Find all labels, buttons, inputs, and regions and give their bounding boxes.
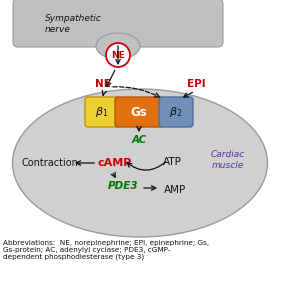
FancyBboxPatch shape	[159, 97, 193, 127]
Text: cAMP: cAMP	[98, 158, 132, 168]
Text: EPI: EPI	[187, 79, 205, 89]
Text: AMP: AMP	[164, 185, 186, 195]
Text: PDE3: PDE3	[108, 181, 138, 191]
FancyBboxPatch shape	[13, 0, 223, 47]
Text: $\beta_2$: $\beta_2$	[169, 105, 183, 119]
Text: ATP: ATP	[163, 157, 182, 167]
Ellipse shape	[96, 33, 140, 59]
Text: $\beta_1$: $\beta_1$	[95, 105, 109, 119]
Text: NE: NE	[111, 51, 125, 60]
Text: AC: AC	[131, 135, 147, 145]
Text: Abbreviations:  NE, norepinephrine; EPI, epinephrine; Gs,
Gs-protein; AC, adenyl: Abbreviations: NE, norepinephrine; EPI, …	[3, 240, 209, 260]
Ellipse shape	[13, 89, 268, 237]
Text: Cardiac
muscle: Cardiac muscle	[211, 150, 245, 170]
Text: NE: NE	[95, 79, 111, 89]
Text: Sympathetic
nerve: Sympathetic nerve	[45, 14, 102, 34]
FancyBboxPatch shape	[85, 97, 119, 127]
Circle shape	[106, 43, 130, 67]
FancyBboxPatch shape	[115, 97, 163, 127]
Text: Gs: Gs	[130, 105, 147, 118]
Text: Contraction: Contraction	[22, 158, 78, 168]
